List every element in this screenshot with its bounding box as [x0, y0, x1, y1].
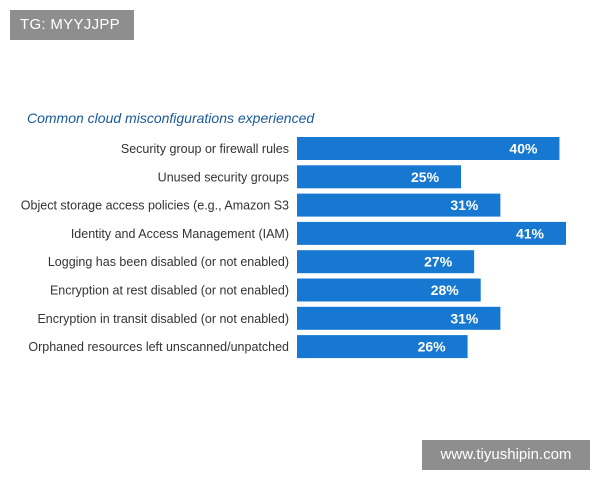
bar — [297, 137, 560, 160]
bar — [297, 165, 462, 189]
category-label: Encryption in transit disabled (or not e… — [37, 312, 289, 326]
category-label: Logging has been disabled (or not enable… — [48, 255, 289, 269]
category-label: Unused security groups — [158, 170, 289, 184]
bar — [297, 306, 501, 330]
bar — [297, 221, 566, 245]
category-label: Object storage access policies (e.g., Am… — [21, 199, 289, 213]
bar-value-label: 28% — [431, 282, 460, 298]
category-label: Identity and Access Management (IAM) — [71, 227, 289, 241]
bar-value-label: 26% — [418, 339, 447, 355]
bar-value-label: 25% — [411, 169, 440, 185]
watermark-top-left: TG: MYYJJPP — [10, 10, 134, 40]
bar-value-label: 40% — [509, 141, 538, 157]
category-label: Encryption at rest disabled (or not enab… — [50, 284, 289, 298]
bar-value-label: 27% — [424, 254, 453, 270]
bar — [297, 335, 468, 359]
category-label: Orphaned resources left unscanned/unpatc… — [28, 340, 289, 354]
bar-value-label: 31% — [450, 197, 479, 213]
bar — [297, 250, 475, 274]
bar — [297, 193, 501, 217]
watermark-bottom-right: www.tiyushipin.com — [422, 440, 590, 470]
bar-value-label: 41% — [516, 225, 545, 241]
bar-value-label: 31% — [450, 310, 479, 326]
bar — [297, 278, 481, 302]
chart-title: Common cloud misconfigurations experienc… — [27, 110, 315, 126]
category-label: Security group or firewall rules — [121, 142, 289, 156]
